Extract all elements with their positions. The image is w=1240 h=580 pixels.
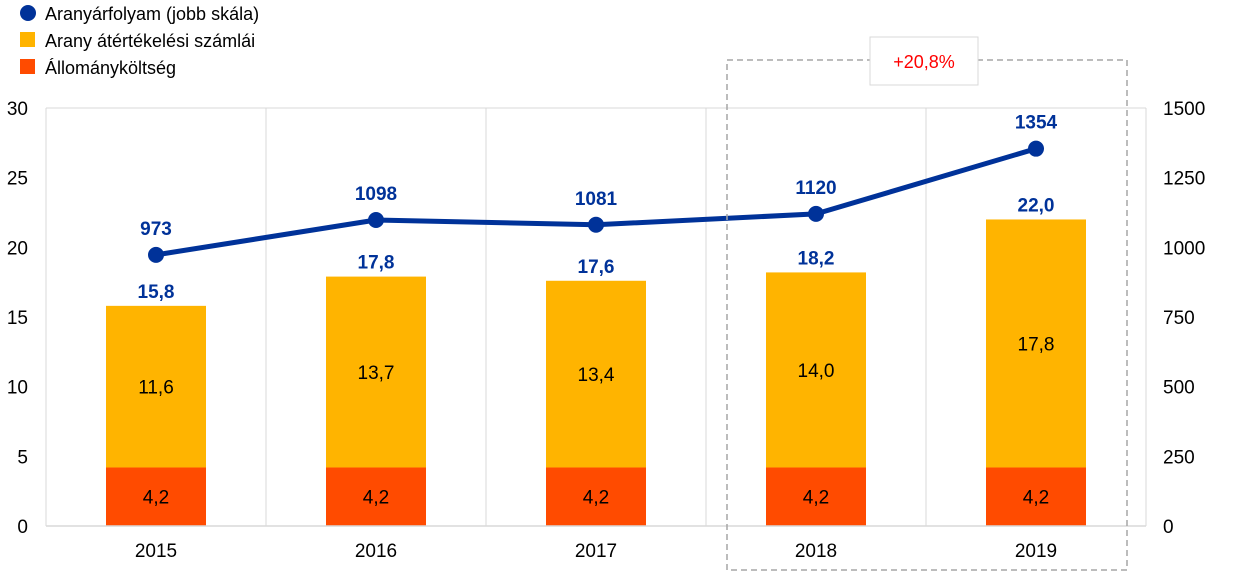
bar-cost	[546, 467, 646, 526]
bar-cost-label: 4,2	[1023, 488, 1049, 509]
bar-revaluation-label: 11,6	[138, 378, 174, 399]
bar-cost-label: 4,2	[143, 488, 169, 509]
bar-cost	[106, 467, 206, 526]
right-tick-label: 1500	[1163, 99, 1205, 120]
bar-total-label: 17,6	[578, 257, 615, 278]
bar-revaluation	[106, 305, 206, 468]
left-tick-label: 15	[7, 308, 28, 329]
bar-cost-label: 4,2	[583, 488, 609, 509]
line-series: 973 1098 1081 1120 1354	[140, 113, 1058, 263]
legend-marker-cost	[20, 59, 35, 74]
bar-total-label: 17,8	[358, 253, 395, 274]
x-tick-label: 2017	[575, 541, 617, 562]
legend-label: Állományköltség	[45, 58, 176, 78]
legend: Aranyárfolyam (jobb skála) Arany átértéke…	[20, 4, 259, 78]
bar-cost	[766, 467, 866, 526]
legend-marker-line	[20, 5, 36, 21]
gold-price-point	[588, 216, 604, 233]
bar-revaluation-label: 13,4	[578, 365, 615, 386]
bar-revaluation-label: 14,0	[798, 361, 835, 382]
left-tick-label: 5	[17, 447, 28, 468]
bar-cost	[986, 467, 1086, 526]
bar-revaluation-label: 17,8	[1018, 334, 1055, 355]
right-tick-label: 500	[1163, 378, 1195, 399]
bar-revaluation	[326, 276, 426, 468]
gold-price-point	[1028, 140, 1044, 157]
grid	[45, 107, 1147, 526]
annotation-box	[869, 36, 979, 86]
left-tick-label: 0	[17, 517, 28, 538]
bar-cost	[326, 467, 426, 526]
gold-price-point	[808, 205, 824, 222]
annotation: +20,8%	[726, 36, 1128, 571]
bar-total-label: 15,8	[138, 282, 175, 303]
x-tick-label: 2015	[135, 541, 177, 562]
right-tick-label: 250	[1163, 447, 1195, 468]
bar-cost-label: 4,2	[363, 488, 389, 509]
left-tick-label: 20	[7, 238, 28, 259]
right-tick-label: 750	[1163, 308, 1195, 329]
gold-price-label: 1098	[355, 184, 397, 205]
left-tick-label: 25	[7, 169, 28, 190]
gold-price-label: 1120	[795, 178, 836, 199]
annotation-label: +20,8%	[893, 52, 955, 72]
gold-price-point	[148, 246, 164, 263]
left-tick-label: 10	[7, 378, 28, 399]
gold-price-label: 1081	[575, 189, 618, 210]
gold-price-point	[368, 212, 384, 229]
bars: 4,2 11,6 15,8 4,2 13,7 17,8 4,2 13,4 17,6 4,2 14,0…	[106, 195, 1086, 526]
legend-label: Arany átértékelési számlái	[45, 31, 255, 51]
bar-total-label: 22,0	[1018, 195, 1055, 216]
bar-revaluation	[546, 280, 646, 468]
x-tick-label: 2018	[795, 541, 837, 562]
bar-revaluation	[766, 272, 866, 468]
bar-total-label: 18,2	[798, 248, 835, 269]
gold-price-label: 1354	[1015, 113, 1058, 134]
right-tick-label: 0	[1163, 517, 1174, 538]
gold-price-label: 973	[140, 219, 172, 240]
right-tick-label: 1250	[1163, 169, 1205, 190]
legend-label: Aranyárfolyam (jobb skála)	[45, 4, 259, 24]
left-tick-label: 30	[7, 99, 28, 120]
right-tick-label: 1000	[1163, 238, 1205, 259]
legend-marker-revaluation	[20, 32, 35, 47]
bar-revaluation	[986, 219, 1086, 468]
bar-cost-label: 4,2	[803, 488, 829, 509]
x-tick-label: 2016	[355, 541, 397, 562]
x-tick-label: 2019	[1015, 541, 1057, 562]
axes: 0 5 10 15 20 25 30 0 250 500 750 1000 1250 1500 2015 20…	[7, 99, 1205, 562]
bar-revaluation-label: 13,7	[358, 363, 395, 384]
